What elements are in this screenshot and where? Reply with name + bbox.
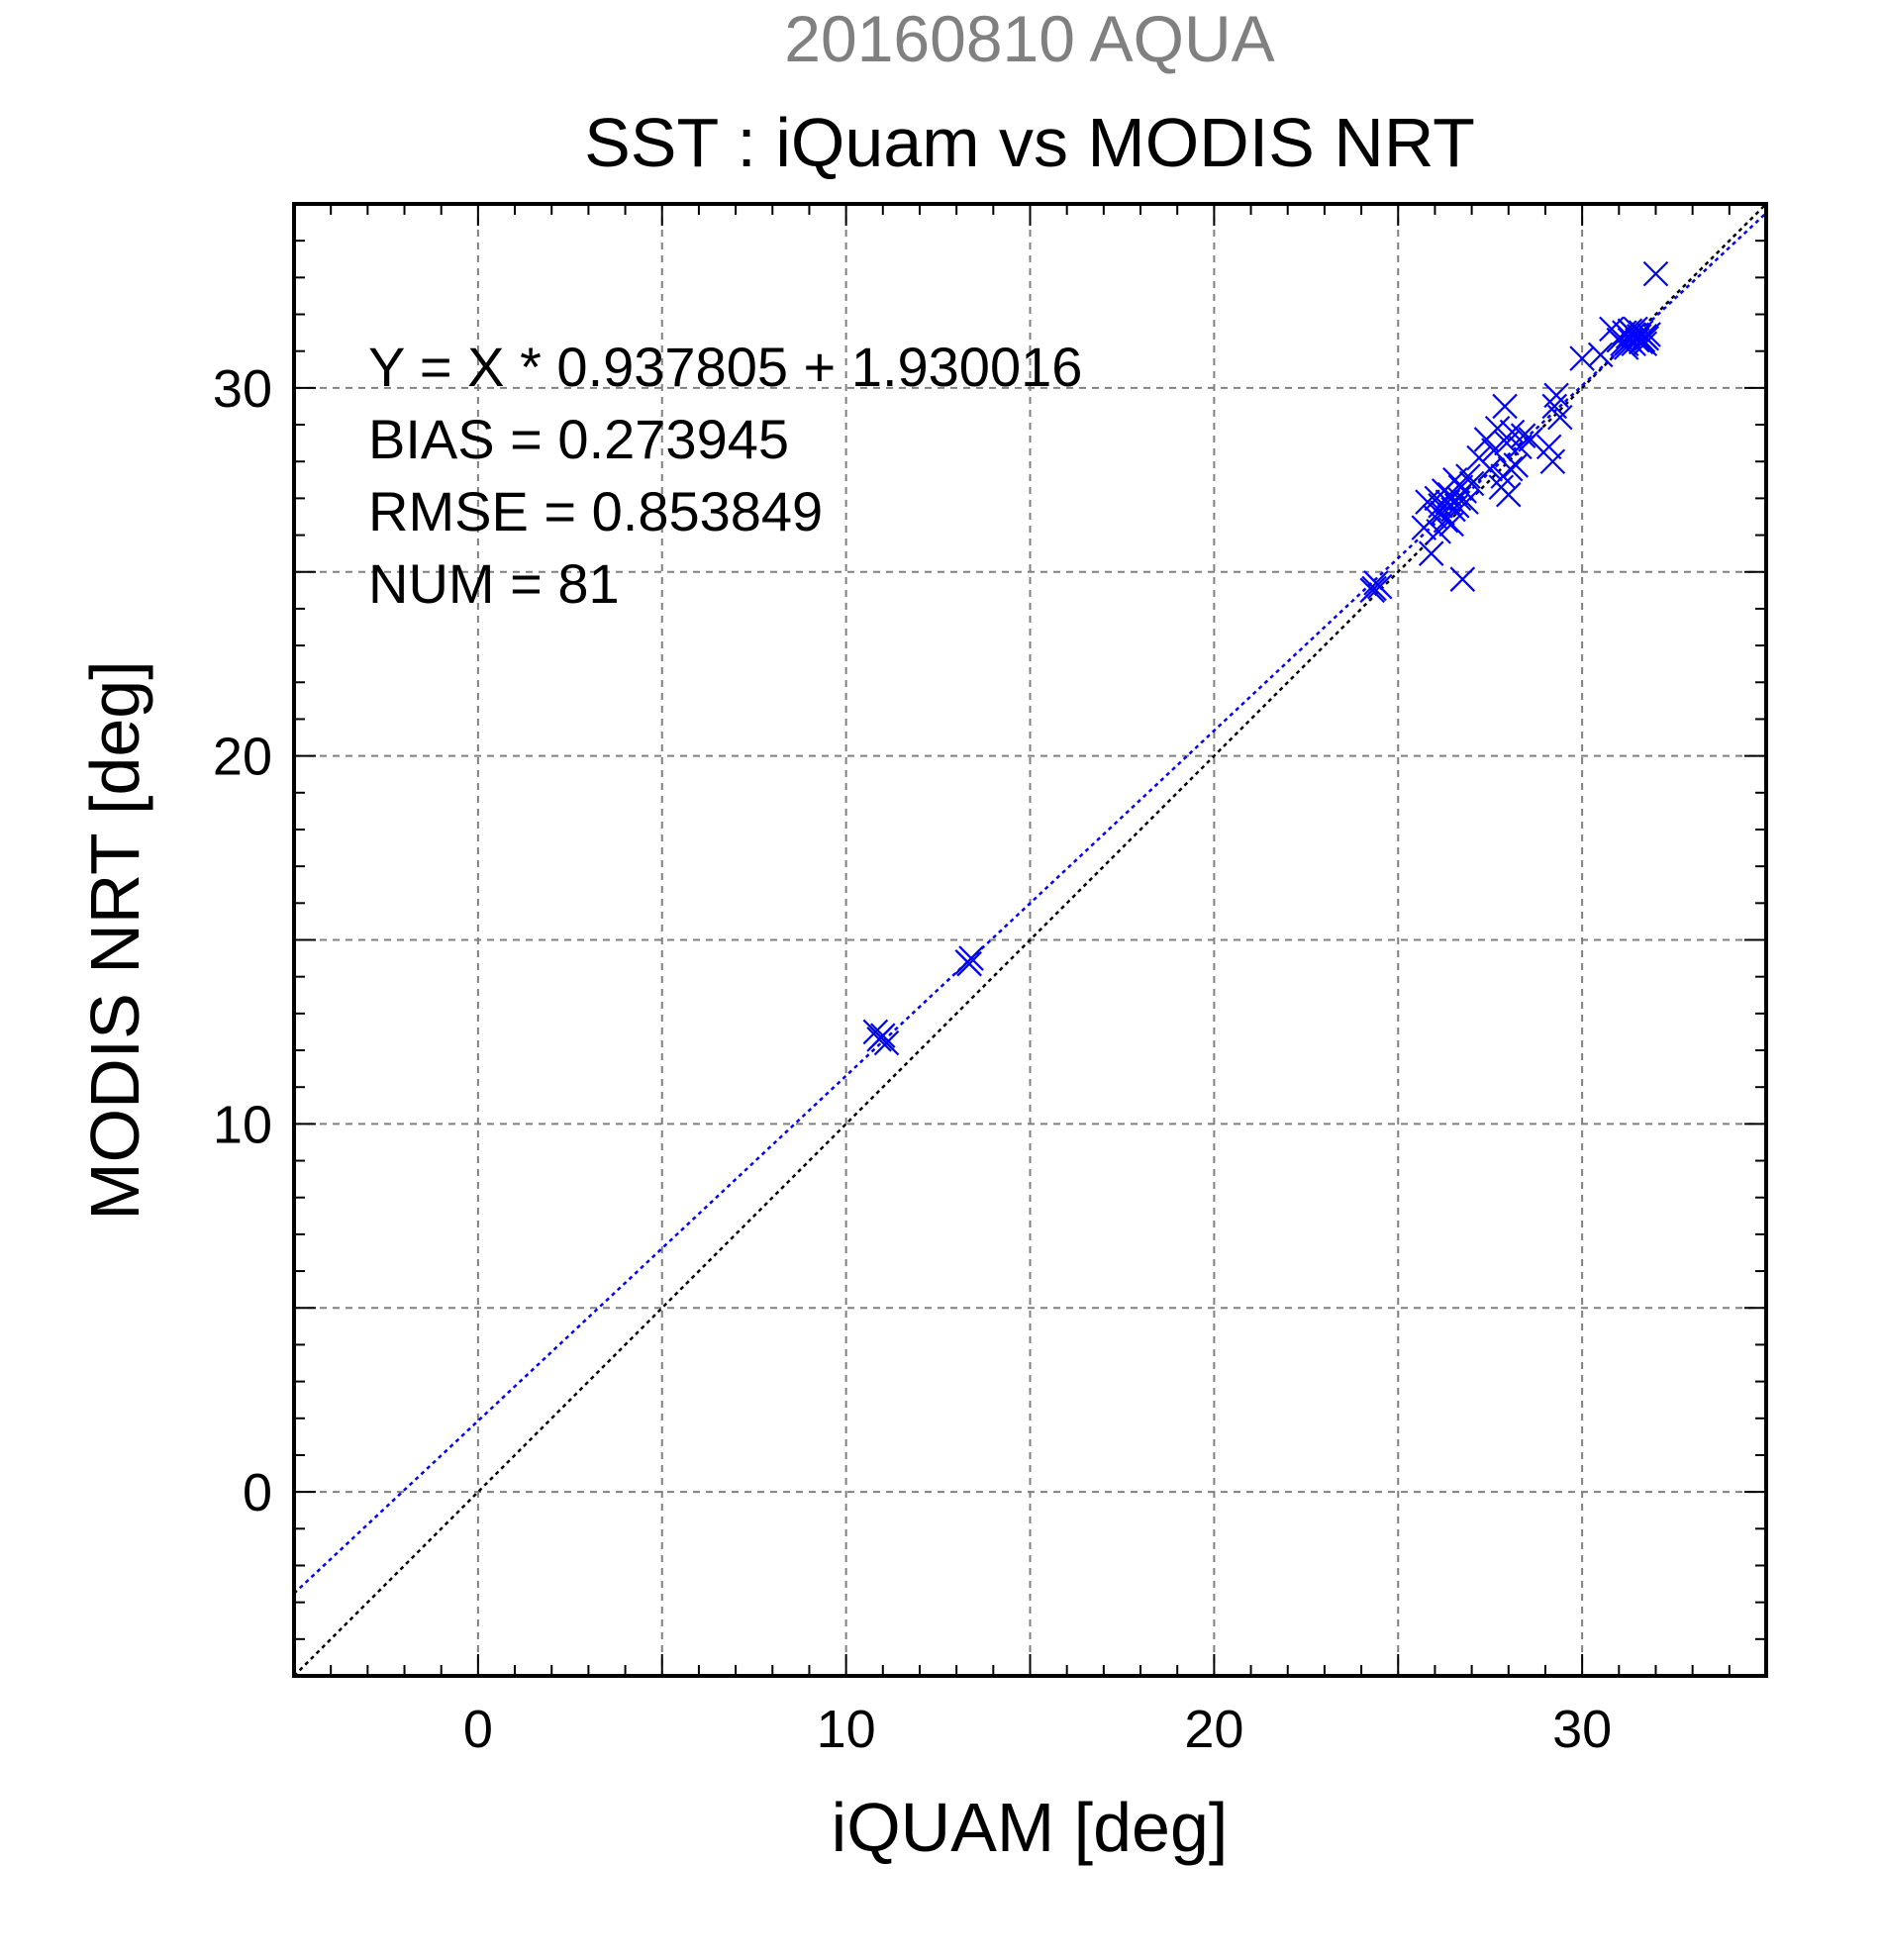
data-point — [1543, 382, 1569, 409]
data-point — [1642, 260, 1669, 287]
marker-stroke — [1453, 489, 1479, 515]
data-point — [1484, 415, 1511, 441]
marker-stroke — [958, 945, 984, 971]
marker-stroke — [1426, 519, 1451, 544]
data-point — [1453, 489, 1479, 515]
data-point — [1535, 434, 1562, 460]
data-point — [1418, 540, 1444, 566]
marker-stroke — [1617, 318, 1643, 344]
grid-lines — [294, 204, 1766, 1676]
marker-stroke — [1492, 393, 1518, 420]
data-point — [1539, 448, 1566, 475]
y-axis-label: MODIS NRT [deg] — [76, 660, 153, 1220]
y-tick-label: 0 — [243, 1463, 272, 1522]
data-point — [1455, 463, 1481, 489]
y-tick-label: 10 — [213, 1095, 272, 1154]
data-point — [1632, 331, 1658, 357]
marker-stroke — [1539, 448, 1566, 475]
marker-stroke — [1503, 452, 1529, 478]
fit-statistic-line: Y = X * 0.937805 + 1.930016 — [368, 336, 1082, 398]
chart-title: SST : iQuam vs MODIS NRT — [584, 104, 1475, 181]
marker-stroke — [1632, 331, 1658, 357]
fit-statistics: Y = X * 0.937805 + 1.930016 BIAS = 0.2739… — [368, 336, 1082, 615]
y-tick-label: 20 — [213, 728, 272, 787]
fit-statistic-line: BIAS = 0.273945 — [368, 408, 789, 470]
data-point — [1449, 566, 1476, 592]
x-axis-label: iQUAM [deg] — [832, 1789, 1229, 1866]
marker-stroke — [1445, 485, 1472, 512]
marker-stroke — [1569, 345, 1595, 371]
marker-stroke — [1361, 575, 1387, 602]
data-point — [1445, 485, 1472, 512]
marker-stroke — [1415, 489, 1440, 515]
data-points — [862, 260, 1669, 1056]
marker-stroke — [1541, 393, 1568, 420]
marker-stroke — [1458, 470, 1485, 497]
x-tick-label: 30 — [1552, 1700, 1612, 1759]
data-point — [1492, 393, 1518, 420]
marker-stroke — [1497, 455, 1524, 482]
data-point — [1366, 573, 1393, 600]
marker-stroke — [956, 950, 982, 977]
marker-stroke — [1587, 342, 1614, 368]
chart-header: 20160810 AQUA — [784, 2, 1274, 75]
marker-stroke — [1547, 404, 1573, 431]
marker-stroke — [1443, 493, 1470, 519]
fit-statistic-line: NUM = 81 — [368, 552, 620, 615]
marker-stroke — [1518, 427, 1543, 452]
data-point — [956, 950, 982, 977]
data-point — [868, 1025, 894, 1050]
tick-labels: 0 10 20 30 0 10 20 30 — [213, 359, 1612, 1759]
data-point — [1497, 455, 1524, 482]
marker-stroke — [1455, 463, 1481, 489]
data-point — [1587, 342, 1614, 368]
marker-stroke — [1366, 573, 1393, 600]
data-point — [1495, 481, 1522, 508]
x-tick-label: 0 — [463, 1700, 493, 1759]
marker-stroke — [868, 1025, 894, 1050]
fit-statistic-line: RMSE = 0.853849 — [368, 480, 823, 542]
marker-stroke — [1634, 325, 1659, 351]
fit-line — [294, 212, 1766, 1595]
marker-stroke — [1433, 507, 1459, 534]
marker-stroke — [1535, 434, 1562, 460]
data-point — [958, 945, 984, 971]
x-tick-label: 10 — [817, 1700, 876, 1759]
marker-stroke — [1477, 455, 1503, 482]
marker-stroke — [1499, 419, 1526, 445]
x-tick-label: 20 — [1184, 1700, 1243, 1759]
data-point — [1547, 404, 1573, 431]
marker-stroke — [1449, 566, 1476, 592]
y-tick-label: 30 — [213, 359, 272, 419]
marker-stroke — [1543, 382, 1569, 409]
marker-stroke — [1623, 316, 1648, 343]
data-point — [1617, 318, 1643, 344]
data-point — [1510, 423, 1536, 448]
data-point — [1361, 575, 1387, 602]
data-point — [1458, 470, 1485, 497]
marker-stroke — [1418, 540, 1444, 566]
marker-stroke — [1484, 415, 1511, 441]
marker-stroke — [1495, 481, 1522, 508]
marker-stroke — [1642, 260, 1669, 287]
marker-stroke — [1510, 423, 1536, 448]
data-point — [1518, 427, 1543, 452]
plot-frame — [292, 202, 1768, 1678]
